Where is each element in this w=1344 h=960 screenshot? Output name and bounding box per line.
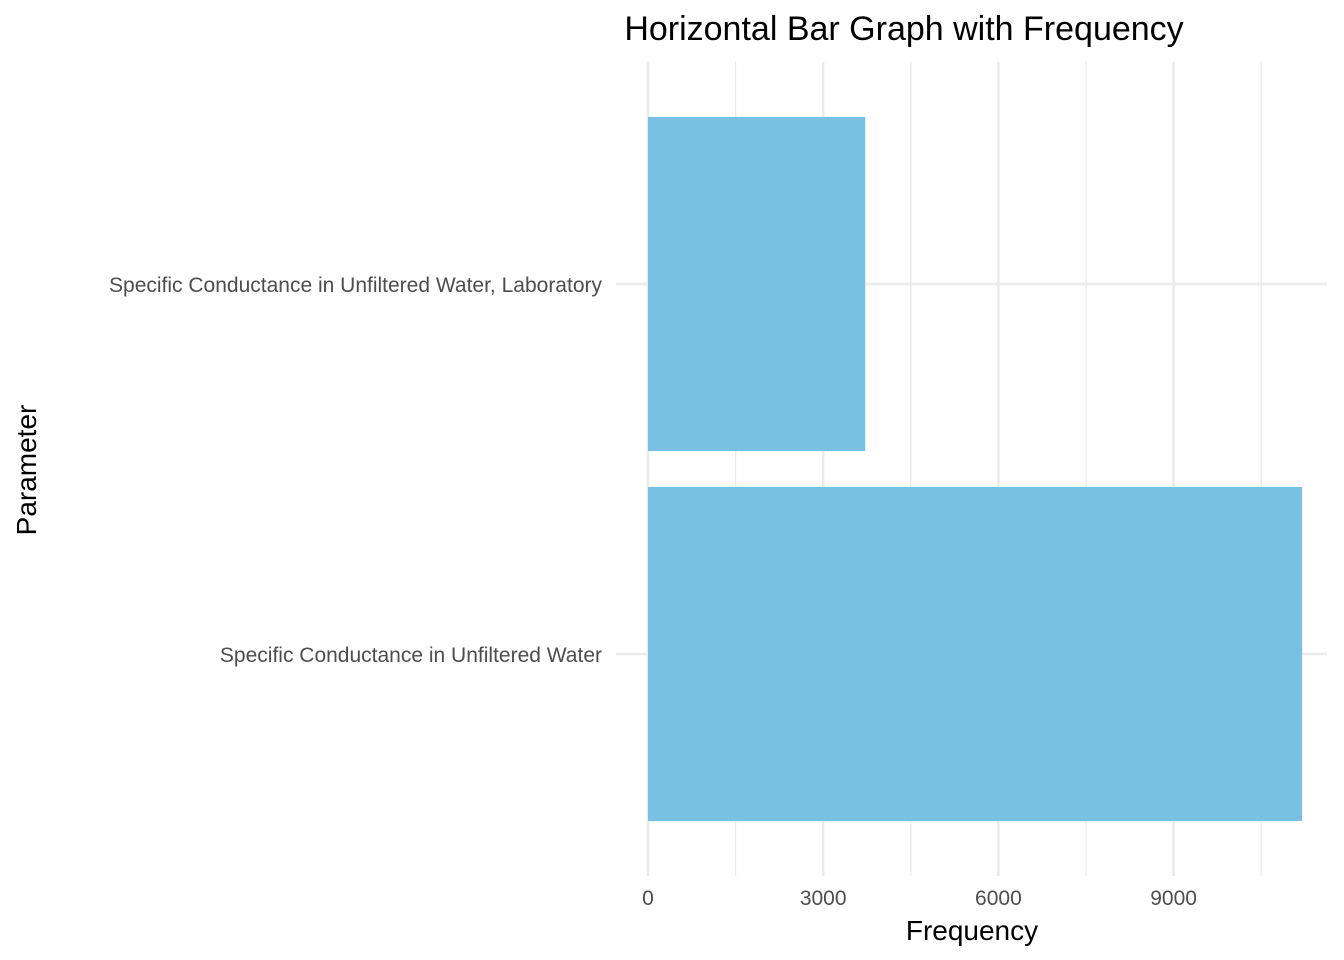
x-tick-label-3: 9000 <box>1150 887 1197 910</box>
tick-labels: Specific Conductance in Unfiltered Water… <box>109 274 1197 910</box>
x-tick-label-0: 0 <box>642 887 654 910</box>
y-tick-label-1: Specific Conductance in Unfiltered Water… <box>109 274 602 297</box>
chart-title: Horizontal Bar Graph with Frequency <box>624 10 1183 48</box>
bars <box>648 117 1303 821</box>
x-tick-label-2: 6000 <box>975 887 1022 910</box>
bar-1 <box>648 117 866 451</box>
bar-0 <box>648 487 1303 821</box>
y-tick-label-0: Specific Conductance in Unfiltered Water <box>220 644 602 667</box>
x-axis-title: Frequency <box>906 915 1038 946</box>
x-tick-label-1: 3000 <box>800 887 847 910</box>
y-axis-title: Parameter <box>11 405 42 536</box>
